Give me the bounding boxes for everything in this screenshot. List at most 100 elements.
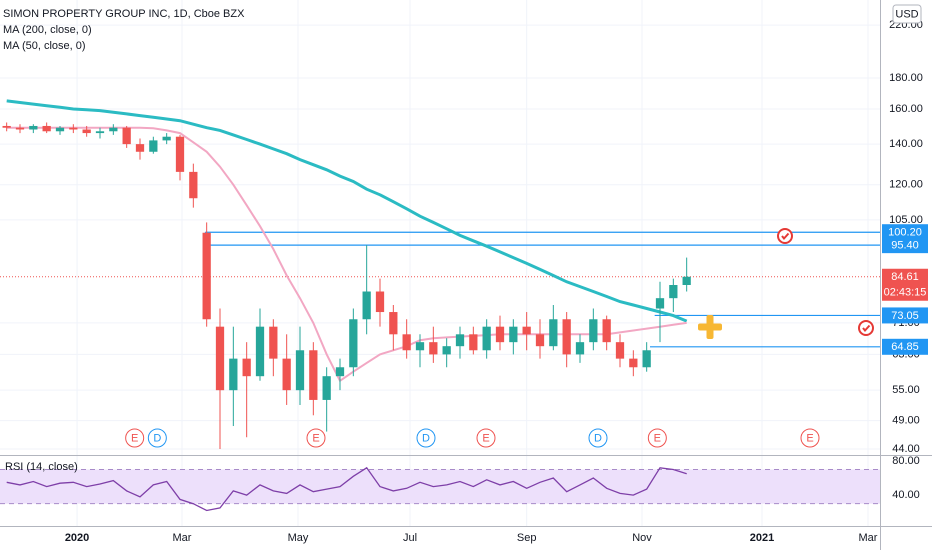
candle-body bbox=[215, 326, 225, 391]
candle-body bbox=[69, 127, 78, 130]
candle-body bbox=[429, 342, 438, 355]
candle-body bbox=[642, 350, 651, 368]
countdown-label: 02:43:15 bbox=[884, 287, 927, 299]
candle-body bbox=[109, 127, 118, 132]
candle-body bbox=[202, 232, 211, 320]
candle-body bbox=[55, 127, 65, 132]
candle-body bbox=[122, 127, 131, 145]
candle-body bbox=[402, 334, 411, 351]
alert-icon bbox=[858, 320, 874, 336]
candle-body bbox=[309, 350, 318, 400]
candle-body bbox=[469, 334, 478, 351]
alert-icon bbox=[777, 228, 793, 244]
candle-body bbox=[282, 358, 291, 391]
candle-body bbox=[162, 136, 171, 141]
legend-entry: MA (50, close, 0) bbox=[3, 40, 86, 52]
y-tick-label: 55.00 bbox=[892, 384, 920, 396]
candle-body bbox=[602, 319, 611, 343]
x-tick-label: Sep bbox=[517, 532, 537, 544]
x-tick-label: 2021 bbox=[750, 532, 774, 544]
cross-v bbox=[706, 315, 714, 339]
candle-body bbox=[322, 376, 331, 400]
y-tick-label: 44.00 bbox=[892, 443, 920, 455]
candle-body bbox=[615, 342, 625, 359]
marks bbox=[2, 99, 691, 512]
candle-body bbox=[509, 326, 518, 343]
y-tick-label: 105.00 bbox=[889, 214, 923, 226]
rsi-band-fill bbox=[0, 469, 880, 504]
candle-body bbox=[562, 319, 571, 355]
candle-body bbox=[42, 125, 51, 132]
candle-body bbox=[442, 346, 451, 355]
axes: 220.00180.00160.00140.00120.00105.0071.0… bbox=[65, 19, 928, 544]
candle-body bbox=[389, 312, 398, 335]
alert-check bbox=[862, 324, 871, 333]
alert-check bbox=[781, 232, 790, 241]
y-tick-label: 49.00 bbox=[892, 415, 920, 427]
candle-body bbox=[349, 319, 358, 368]
candle-body bbox=[549, 319, 558, 347]
level-label-box bbox=[882, 307, 928, 324]
candle-body bbox=[522, 326, 531, 335]
y-tick-label: 140.00 bbox=[889, 138, 923, 150]
x-tick-label: Mar bbox=[859, 532, 878, 544]
event-marker bbox=[647, 428, 667, 448]
event-marker bbox=[125, 428, 145, 448]
rsi-tick-label: 40.00 bbox=[892, 489, 920, 501]
candle-body bbox=[589, 319, 598, 343]
candle-body bbox=[82, 129, 91, 134]
candle-body bbox=[255, 326, 265, 377]
ma-line bbox=[6, 99, 688, 323]
currency-box[interactable] bbox=[892, 4, 922, 24]
level-label: 95.40 bbox=[891, 240, 919, 252]
candle-body bbox=[15, 127, 25, 130]
candle-body bbox=[362, 291, 371, 320]
currency[interactable]: USD bbox=[895, 8, 918, 20]
level-label: 73.05 bbox=[891, 310, 919, 322]
event-label: E bbox=[131, 432, 138, 444]
rsi-legend: RSI (14, close) bbox=[5, 461, 78, 473]
level-label: 64.85 bbox=[891, 341, 919, 353]
candle-body bbox=[375, 291, 385, 313]
event-label: D bbox=[422, 432, 430, 444]
event-label: D bbox=[594, 432, 602, 444]
event-marker bbox=[306, 428, 326, 448]
event-marker bbox=[588, 428, 608, 448]
ma-line bbox=[6, 126, 687, 383]
last-price-label: 84.61 bbox=[891, 271, 919, 283]
event-marker bbox=[147, 428, 167, 448]
event-label: D bbox=[153, 432, 161, 444]
level-label-box bbox=[882, 224, 928, 241]
y-tick-label: 160.00 bbox=[889, 103, 923, 115]
candle-body bbox=[2, 125, 11, 128]
level-label: 100.20 bbox=[888, 227, 922, 239]
event-label: E bbox=[654, 432, 661, 444]
legend-entry: MA (200, close, 0) bbox=[3, 24, 92, 36]
candle-body bbox=[575, 342, 585, 355]
candle-body bbox=[135, 144, 145, 152]
y-tick-label: 180.00 bbox=[889, 72, 923, 84]
event-marker bbox=[476, 428, 496, 448]
chart-title: SIMON PROPERTY GROUP INC, 1D, Cboe BZX bbox=[3, 8, 245, 20]
x-tick-label: Jul bbox=[403, 532, 417, 544]
event-label: E bbox=[806, 432, 813, 444]
event-marker bbox=[800, 428, 820, 448]
candle-body bbox=[335, 367, 345, 377]
level-label-box bbox=[882, 237, 928, 254]
candle-body bbox=[455, 334, 465, 347]
x-tick-label: Nov bbox=[632, 532, 652, 544]
candle-body bbox=[269, 326, 278, 359]
candle-body bbox=[682, 276, 691, 286]
candle-body bbox=[482, 326, 491, 351]
candle-body bbox=[495, 326, 505, 343]
candle-body bbox=[189, 171, 198, 199]
level-label-box bbox=[882, 338, 928, 355]
levels bbox=[0, 231, 880, 348]
candle-body bbox=[229, 358, 238, 391]
candle-body bbox=[149, 140, 158, 152]
event-label: E bbox=[482, 432, 489, 444]
candle-body bbox=[415, 342, 425, 351]
